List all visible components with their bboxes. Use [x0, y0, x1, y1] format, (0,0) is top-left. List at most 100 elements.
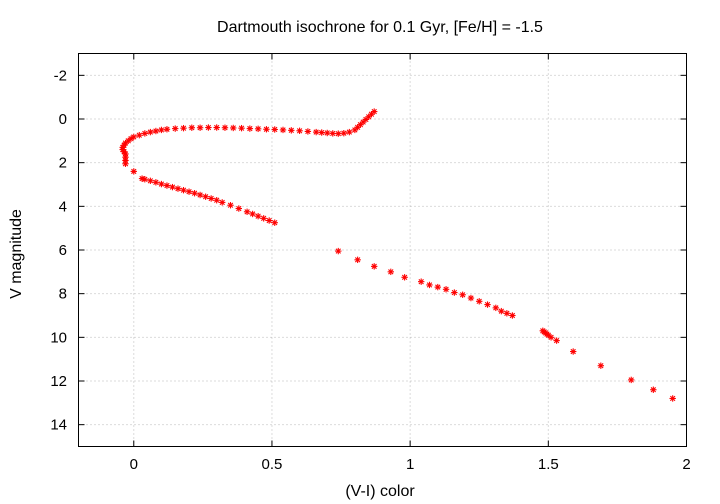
- x-tick-label: 0.5: [262, 456, 283, 473]
- axis-ticks: 0 0.5 1 1.5 2 -2 0 2 4 6 8 10 12 14: [50, 53, 691, 473]
- data-point: [130, 133, 137, 141]
- x-axis-label: (V-I) color: [345, 483, 415, 500]
- data-point: [401, 274, 408, 281]
- data-point: [188, 124, 196, 131]
- data-point: [196, 124, 204, 131]
- data-point: [467, 294, 475, 302]
- data-point: [243, 208, 251, 215]
- grid: [78, 53, 687, 447]
- data-point: [476, 298, 483, 305]
- data-point: [158, 180, 165, 188]
- data-point: [553, 337, 560, 344]
- data-point: [509, 312, 516, 319]
- data-point: [138, 175, 146, 182]
- data-point: [185, 188, 193, 195]
- y-tick-label: 8: [59, 286, 67, 303]
- data-point: [147, 177, 154, 184]
- data-point: [318, 129, 325, 136]
- data-point: [498, 307, 505, 315]
- data-point: [312, 128, 320, 136]
- data-point: [191, 190, 198, 197]
- data-point: [324, 129, 331, 137]
- data-point: [387, 268, 394, 276]
- data-point: [340, 129, 348, 137]
- data-point: [152, 179, 160, 186]
- y-tick-label: -2: [54, 67, 67, 84]
- data-point: [227, 202, 234, 209]
- data-point: [163, 126, 171, 133]
- y-tick-label: 4: [59, 198, 67, 215]
- data-point: [271, 126, 278, 133]
- data-point: [484, 301, 491, 308]
- data-point: [451, 289, 458, 296]
- data-point: [288, 127, 295, 134]
- data-point: [230, 124, 237, 132]
- data-point: [202, 193, 209, 200]
- data-point: [180, 124, 187, 132]
- data-point: [172, 125, 179, 132]
- data-point: [249, 210, 256, 218]
- data-point: [417, 278, 425, 285]
- data-point: [147, 128, 154, 136]
- data-point: [219, 199, 226, 206]
- data-point: [492, 304, 500, 312]
- data-point: [335, 130, 342, 137]
- data-point: [238, 124, 245, 132]
- data-point: [221, 124, 229, 131]
- data-point: [650, 386, 657, 393]
- y-tick-label: 2: [59, 155, 67, 172]
- data-point: [271, 219, 278, 226]
- data-point: [503, 310, 511, 317]
- data-point: [296, 127, 303, 134]
- x-tick-label: 0: [130, 456, 138, 473]
- data-point: [569, 348, 577, 355]
- data-point: [235, 205, 242, 212]
- data-point: [141, 130, 149, 137]
- data-point: [260, 215, 267, 222]
- data-point: [346, 128, 353, 136]
- y-tick-label: 10: [50, 329, 67, 346]
- data-point: [371, 108, 378, 115]
- data-point: [158, 126, 165, 134]
- data-point: [354, 256, 361, 264]
- x-tick-label: 1: [406, 456, 414, 473]
- data-point: [263, 126, 270, 133]
- y-tick-label: 14: [50, 417, 67, 434]
- data-point: [335, 247, 342, 255]
- data-point: [174, 185, 182, 192]
- data-point: [169, 183, 176, 191]
- data-point: [246, 125, 254, 132]
- data-point: [329, 130, 336, 137]
- y-tick-label: 6: [59, 242, 67, 259]
- data-point: [628, 376, 635, 384]
- data-point: [426, 281, 433, 289]
- data-point: [265, 217, 273, 224]
- data-point: [205, 124, 212, 131]
- chart-title: Dartmouth isochrone for 0.1 Gyr, [Fe/H] …: [217, 19, 543, 36]
- data-point: [213, 124, 220, 131]
- data-point: [434, 283, 441, 291]
- data-point: [597, 362, 605, 369]
- x-tick-label: 2: [682, 456, 690, 473]
- data-point: [136, 131, 143, 139]
- data-point: [279, 126, 287, 134]
- data-point: [163, 182, 171, 189]
- y-tick-label: 12: [50, 373, 67, 390]
- data-point: [180, 186, 187, 194]
- data-point: [539, 327, 546, 334]
- data-point: [254, 125, 262, 133]
- data-point: [459, 291, 466, 298]
- data-point: [130, 168, 137, 175]
- data-point: [254, 212, 262, 220]
- data-point: [213, 197, 220, 204]
- data-point: [669, 395, 676, 402]
- data-point: [442, 286, 450, 293]
- x-tick-label: 1.5: [538, 456, 559, 473]
- data-point: [196, 191, 204, 199]
- data-point: [207, 195, 215, 202]
- y-axis-label: V magnitude: [8, 209, 25, 299]
- data-points: [119, 108, 676, 402]
- data-point: [371, 263, 378, 270]
- data-point: [152, 127, 160, 135]
